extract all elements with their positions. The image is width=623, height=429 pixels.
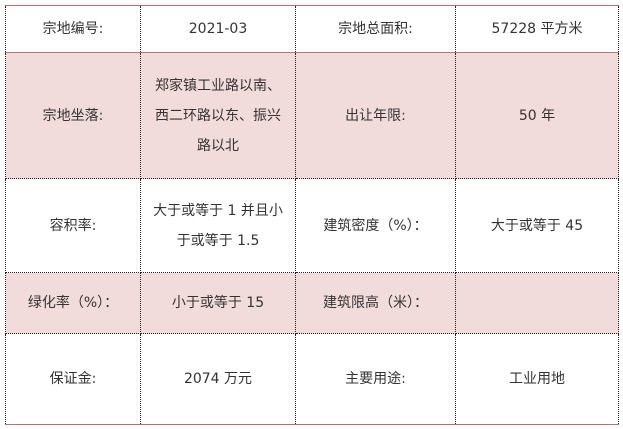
location-label: 宗地坐落: — [5, 52, 141, 179]
parcel-number-label: 宗地编号: — [5, 5, 141, 53]
main-use-value: 工业用地 — [455, 333, 619, 425]
lease-term-label: 出让年限: — [295, 52, 456, 179]
table-row: 宗地坐落: 郑家镇工业路以南、西二环路以东、振兴路以北 出让年限: 50 年 — [5, 52, 619, 179]
height-limit-label: 建筑限高（米）： — [295, 272, 456, 334]
table-row: 宗地编号: 2021-03 宗地总面积: 57228 平方米 — [5, 5, 619, 53]
total-area-label: 宗地总面积: — [295, 5, 456, 53]
plot-ratio-label: 容积率: — [5, 178, 141, 273]
parcel-number-value: 2021-03 — [140, 5, 296, 53]
height-limit-value — [455, 272, 619, 334]
building-density-value: 大于或等于 45 — [455, 178, 619, 273]
building-density-label: 建筑密度（%）： — [295, 178, 456, 273]
table-row: 绿化率（%）： 小于或等于 15 建筑限高（米）： — [5, 272, 619, 334]
green-ratio-label: 绿化率（%）： — [5, 272, 141, 334]
main-use-label: 主要用途: — [295, 333, 456, 425]
deposit-value: 2074 万元 — [140, 333, 296, 425]
plot-ratio-value: 大于或等于 1 并且小于或等于 1.5 — [140, 178, 296, 273]
lease-term-value: 50 年 — [455, 52, 619, 179]
table-row: 保证金: 2074 万元 主要用途: 工业用地 — [5, 333, 619, 425]
table-row: 容积率: 大于或等于 1 并且小于或等于 1.5 建筑密度（%）： 大于或等于 … — [5, 178, 619, 273]
deposit-label: 保证金: — [5, 333, 141, 425]
total-area-value: 57228 平方米 — [455, 5, 619, 53]
land-parcel-table: 宗地编号: 2021-03 宗地总面积: 57228 平方米 宗地坐落: 郑家镇… — [5, 5, 619, 425]
green-ratio-value: 小于或等于 15 — [140, 272, 296, 334]
location-value: 郑家镇工业路以南、西二环路以东、振兴路以北 — [140, 52, 296, 179]
